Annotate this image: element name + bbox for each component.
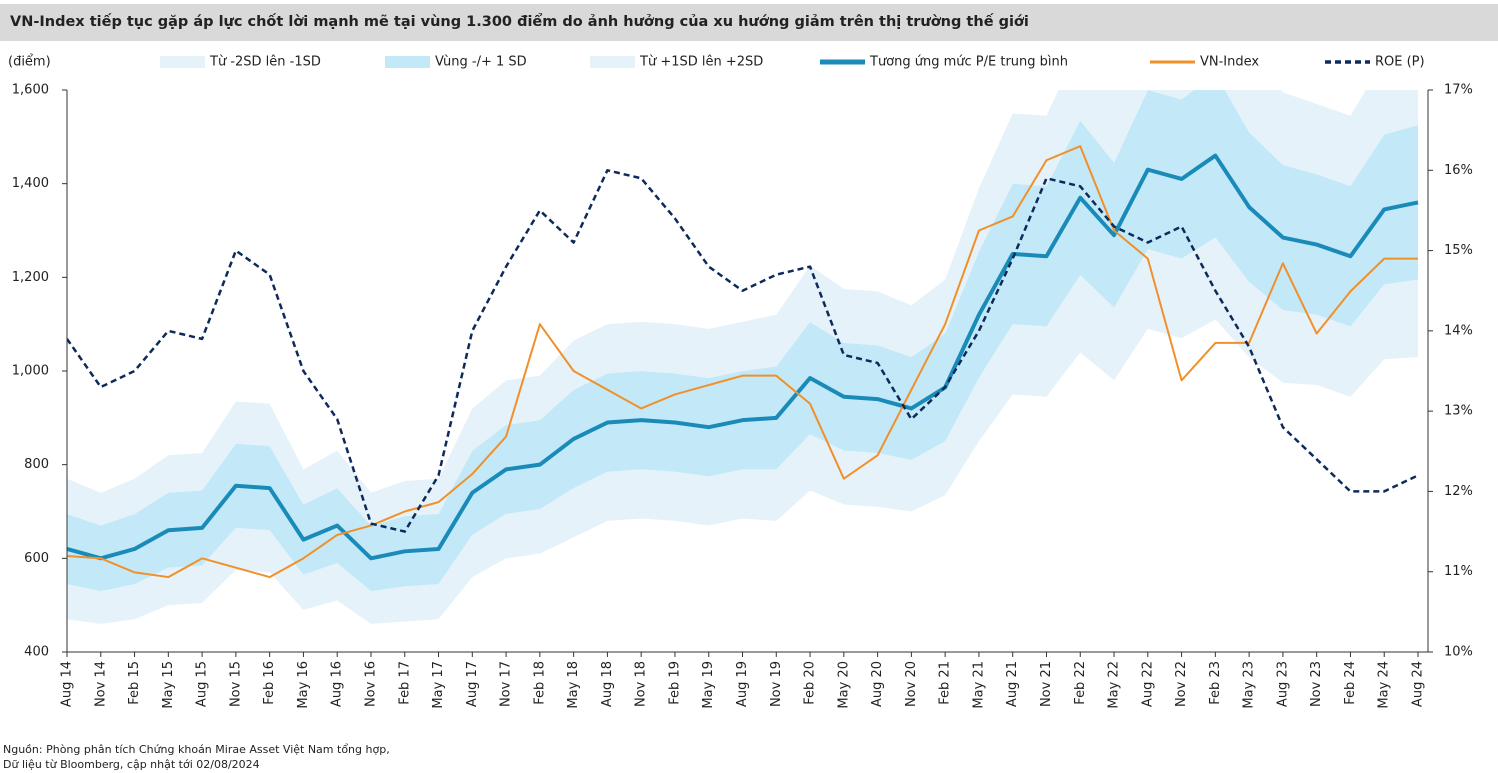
y2-tick-label: 13% [1444,404,1473,419]
legend-swatch [385,56,430,68]
x-tick-label: May 23 [1242,661,1257,709]
legend-label: Tương ứng mức P/E trung bình [869,55,1068,70]
x-tick-label: Nov 19 [769,661,784,707]
x-tick-label: May 16 [296,661,311,709]
x-tick-label: May 19 [701,661,716,709]
sd-band [67,237,1418,624]
x-tick-label: Feb 22 [1073,661,1088,705]
y2-tick-label: 12% [1444,484,1473,499]
plot-area [67,90,1419,624]
y2-tick-label: 17% [1444,83,1473,98]
y2-tick-label: 14% [1444,323,1473,338]
x-tick-label: May 17 [431,661,446,709]
y-tick-label: 800 [24,457,49,472]
x-tick-label: May 22 [1107,661,1122,709]
x-tick-label: Nov 20 [904,661,919,707]
legend-label: Vùng -/+ 1 SD [435,55,527,70]
x-tick-label: Aug 23 [1275,661,1290,707]
y-tick-label: 1,000 [12,364,49,379]
y-tick-label: 1,400 [12,176,49,191]
x-tick-label: May 15 [161,661,176,709]
x-tick-label: Nov 23 [1309,661,1324,707]
x-tick-label: Aug 17 [465,661,480,707]
y2-tick-label: 16% [1444,163,1473,178]
series-line [67,169,1419,533]
y2-tick-label: 11% [1444,564,1473,579]
y-tick-label: 1,200 [12,270,49,285]
x-tick-label: Nov 15 [228,661,243,707]
y-tick-label: 600 [24,551,49,566]
x-tick-label: Nov 18 [634,661,649,707]
title-bar [0,4,1498,41]
x-tick-label: Aug 15 [195,661,210,707]
x-tick-label: Feb 18 [532,661,547,705]
legend-label: Từ +1SD lên +2SD [639,55,763,70]
x-tick-label: May 18 [566,661,581,709]
x-tick-label: Feb 19 [667,661,682,705]
x-tick-label: Feb 20 [803,661,818,705]
x-tick-label: Aug 16 [330,661,345,707]
legend-label: VN-Index [1200,55,1259,70]
x-tick-label: Feb 21 [938,661,953,705]
x-tick-label: Aug 24 [1411,661,1426,707]
y-tick-label: 400 [24,645,49,660]
x-tick-label: May 20 [836,661,851,709]
y2-tick-label: 10% [1444,645,1473,660]
x-tick-label: Nov 14 [93,661,108,707]
chart-title: VN-Index tiếp tục gặp áp lực chốt lời mạ… [10,13,1029,30]
source-note: Dữ liệu từ Bloomberg, cập nhật tới 02/08… [3,758,260,771]
legend-label: Từ -2SD lên -1SD [209,55,321,70]
legend-label: ROE (P) [1375,55,1425,70]
x-tick-label: Aug 21 [1005,661,1020,707]
x-tick-label: May 24 [1377,661,1392,709]
y2-tick-label: 15% [1444,243,1473,258]
legend-swatch [160,56,205,68]
x-tick-label: Aug 22 [1140,661,1155,707]
legend-swatch [590,56,635,68]
x-tick-label: Nov 17 [499,661,514,707]
x-tick-label: Aug 20 [870,661,885,707]
y-tick-label: 1,600 [12,83,49,98]
x-tick-label: Feb 17 [397,661,412,705]
x-tick-label: Nov 22 [1174,661,1189,707]
sd-band [67,90,1418,526]
x-tick-label: Feb 15 [127,661,142,705]
x-tick-label: Nov 21 [1039,661,1054,707]
x-tick-label: Nov 16 [363,661,378,707]
y-axis-label: (điểm) [8,55,51,70]
x-tick-label: Feb 23 [1208,661,1223,705]
source-note: Nguồn: Phòng phân tích Chứng khoán Mirae… [3,743,390,756]
x-tick-label: Aug 19 [735,661,750,707]
x-tick-label: Feb 16 [262,661,277,705]
x-tick-label: Aug 18 [600,661,615,707]
sd-band [67,90,1418,592]
x-tick-label: Aug 14 [60,661,75,707]
x-tick-label: Feb 24 [1343,661,1358,705]
series-line [67,153,1419,561]
series-line [67,145,1418,579]
x-tick-label: May 21 [971,661,986,709]
